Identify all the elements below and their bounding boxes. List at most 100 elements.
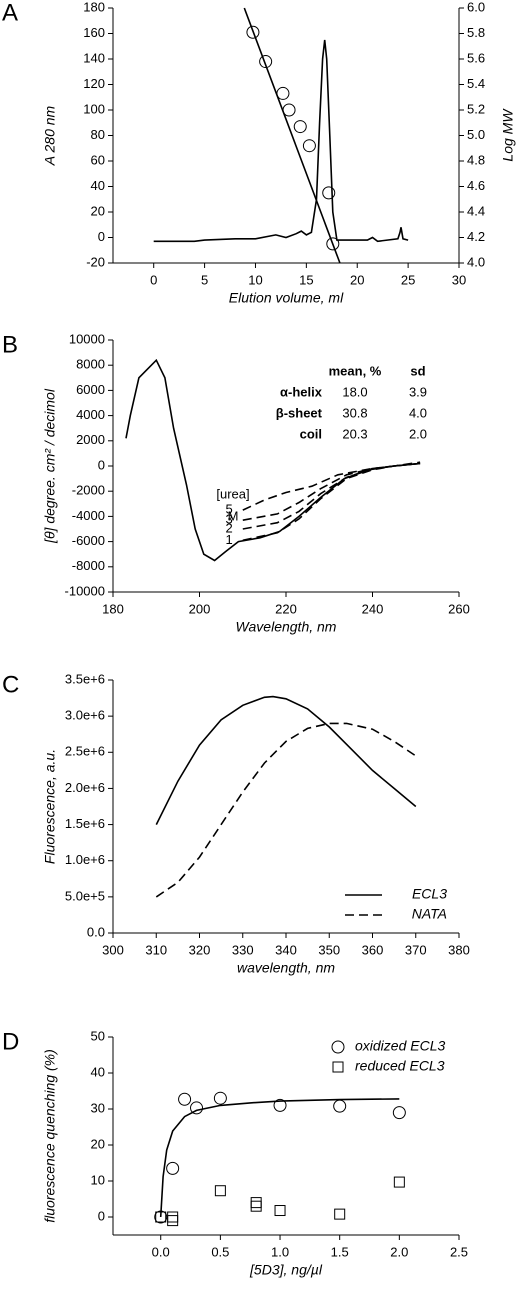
x-tick-label: 1.5: [331, 1244, 349, 1259]
data-point: [250, 1197, 262, 1209]
x-tick-label: 330: [232, 942, 254, 957]
panel: C 300 310 320 330 340 350 360 370 380 0.0 5.0e+5 1.0…: [2, 671, 470, 975]
y-tick-label: 8000: [76, 357, 105, 372]
data-point: [392, 1106, 406, 1120]
y-tick-label: 10000: [69, 331, 105, 346]
panel-letter: A: [2, 0, 18, 26]
y-tick-label: 5.0e+5: [65, 888, 105, 903]
data-line: [243, 7, 341, 264]
data-point: [259, 55, 273, 69]
x-tick-label: 320: [189, 942, 211, 957]
x-tick-label: 0: [150, 272, 157, 287]
x-tick-label: 15: [299, 272, 313, 287]
x-tick-label: 340: [275, 942, 297, 957]
data-point: [250, 1200, 262, 1212]
x-tick-label: 370: [405, 942, 427, 957]
data-point: [302, 139, 316, 153]
x-tick-label: 1.0: [271, 1244, 289, 1259]
y-tick-label: -8000: [72, 558, 105, 573]
y2-axis-title: Log MW: [500, 108, 516, 162]
y-tick-label: 80: [91, 127, 105, 142]
table-cell: 20.3: [342, 426, 367, 441]
y-tick-label: 140: [83, 50, 105, 65]
x-tick-label: 260: [448, 601, 470, 616]
legend-label: reduced ECL3: [355, 1058, 445, 1074]
data-line: [242, 462, 421, 521]
y2-tick-label: 5.2: [467, 101, 485, 116]
y2-tick-label: 5.8: [467, 25, 485, 40]
x-tick-label: 300: [102, 942, 124, 957]
data-line: [125, 358, 421, 562]
y-tick-label: 160: [83, 25, 105, 40]
y-tick-label: 2.5e+6: [65, 744, 105, 759]
panel: A 0 5 10 15 20 25 30 -20 0 20 40 60 80 100 120 140 160 180…: [2, 0, 516, 306]
data-point: [333, 1099, 347, 1113]
y-tick-label: -10000: [65, 583, 105, 598]
y-tick-label: -4000: [72, 508, 105, 523]
panel-letter: C: [2, 671, 19, 698]
y-tick-label: 40: [91, 1064, 105, 1079]
y-axis-title: Fluorescence, a.u.: [42, 749, 58, 864]
data-line: [153, 39, 409, 243]
table-cell: 18.0: [342, 384, 367, 399]
y-tick-label: 6000: [76, 382, 105, 397]
annotation: M: [228, 508, 239, 523]
data-point: [214, 1185, 226, 1197]
data-line: [242, 462, 421, 530]
y-tick-label: 180: [83, 0, 105, 14]
table-header: sd: [410, 363, 425, 378]
y2-tick-label: 4.2: [467, 229, 485, 244]
x-tick-label: 0.0: [152, 1244, 170, 1259]
y2-tick-label: 5.4: [467, 76, 485, 91]
data-line: [242, 461, 421, 511]
x-tick-label: 0.5: [211, 1244, 229, 1259]
table-row-label: α-helix: [280, 384, 323, 399]
data-point: [273, 1098, 287, 1112]
y-axis-title: [θ] degree. cm² / decimol: [42, 388, 58, 544]
y-tick-label: -20: [86, 254, 105, 269]
x-tick-label: 5: [201, 272, 208, 287]
data-line: [242, 462, 421, 542]
y-tick-label: 20: [91, 1136, 105, 1151]
y2-tick-label: 4.6: [467, 178, 485, 193]
y2-tick-label: 5.6: [467, 50, 485, 65]
panel: B 180 200 220 240 260 -10000 -8000 -6000 -4000 -20…: [2, 331, 470, 634]
table-cell: 30.8: [342, 405, 367, 420]
x-tick-label: 10: [248, 272, 262, 287]
data-point: [393, 1176, 405, 1188]
table-cell: 2.0: [409, 426, 427, 441]
y-tick-label: 60: [91, 152, 105, 167]
x-tick-label: 20: [350, 272, 364, 287]
y-tick-label: 3.0e+6: [65, 708, 105, 723]
y-tick-label: 100: [83, 101, 105, 116]
data-line: [155, 695, 417, 825]
data-line: [155, 722, 417, 898]
x-tick-label: 180: [102, 601, 124, 616]
panel-letter: B: [2, 331, 18, 358]
y-tick-label: 40: [91, 178, 105, 193]
y-tick-label: 4000: [76, 407, 105, 422]
x-tick-label: 350: [318, 942, 340, 957]
data-point: [322, 186, 336, 200]
panel: D 0.0 0.5 1.0 1.5 2.0 2.5 0 10 20 30 40 50 [5D3], ng/…: [2, 1028, 468, 1277]
y2-tick-label: 6.0: [467, 0, 485, 14]
table-cell: 3.9: [409, 384, 427, 399]
legend-label: NATA: [412, 906, 447, 922]
data-line: [159, 1098, 400, 1218]
legend-label: ECL3: [412, 886, 447, 902]
y2-tick-label: 5.0: [467, 127, 485, 142]
y-tick-label: 0: [98, 457, 105, 472]
x-tick-label: 2.5: [450, 1244, 468, 1259]
curve-label: 5: [226, 502, 233, 517]
curve-label: 2: [226, 520, 233, 535]
y-tick-label: 1.5e+6: [65, 816, 105, 831]
data-point: [334, 1208, 346, 1220]
y2-tick-label: 4.4: [467, 203, 485, 218]
y-tick-label: 2.0e+6: [65, 780, 105, 795]
y-axis-title: fluorescence quenching (%): [42, 1049, 58, 1223]
data-point: [293, 120, 307, 134]
x-tick-label: 310: [145, 942, 167, 957]
y-tick-label: 2000: [76, 432, 105, 447]
y-tick-label: 20: [91, 203, 105, 218]
